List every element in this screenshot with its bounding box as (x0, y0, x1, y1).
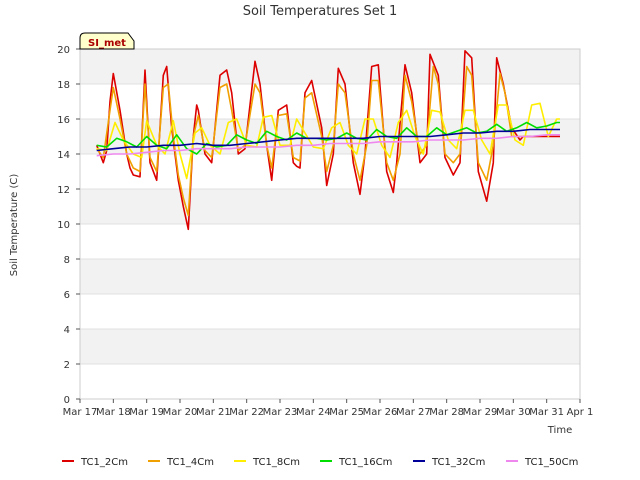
y-tick-label: 14 (57, 150, 70, 161)
legend-label: TC1_8Cm (252, 457, 300, 468)
legend-label: TC1_2Cm (80, 457, 128, 468)
x-tick-label: Mar 24 (296, 407, 331, 418)
x-tick-label: Mar 31 (529, 407, 564, 418)
y-tick-label: 18 (57, 80, 70, 91)
y-tick-label: 12 (57, 185, 70, 196)
y-tick-label: 0 (64, 395, 70, 406)
x-tick-label: Mar 18 (96, 407, 131, 418)
series-line-tc1-32cm (96, 128, 560, 152)
grid-band (80, 119, 580, 154)
x-tick-label: Mar 23 (263, 407, 298, 418)
legend-label: TC1_16Cm (338, 457, 392, 468)
y-tick-label: 2 (64, 360, 70, 371)
x-tick-label: Mar 17 (63, 407, 98, 418)
series-line-tc1-50cm (96, 134, 560, 157)
x-tick-label: Mar 22 (229, 407, 264, 418)
x-tick-label: Mar 20 (163, 407, 198, 418)
x-tick-label: Mar 27 (396, 407, 431, 418)
series-line-tc1-16cm (96, 121, 560, 155)
series-line-tc1-8cm (96, 102, 560, 180)
site-badge-label: SI_met (88, 38, 126, 49)
y-tick-label: 6 (64, 290, 70, 301)
grid-band (80, 49, 580, 84)
grid-band (80, 259, 580, 294)
x-tick-label: Mar 19 (129, 407, 164, 418)
series-layer (95, 49, 560, 231)
x-tick-label: Mar 28 (429, 407, 464, 418)
x-tick-label: Mar 30 (496, 407, 531, 418)
y-tick-label: 4 (64, 325, 70, 336)
x-tick-label: Mar 21 (196, 407, 231, 418)
grid-band (80, 189, 580, 224)
x-tick-label: Mar 25 (329, 407, 364, 418)
site-badge-shape (79, 32, 135, 50)
chart-title: Soil Temperatures Set 1 (243, 4, 398, 19)
y-tick-label: 20 (57, 45, 70, 56)
legend-label: TC1_4Cm (166, 457, 214, 468)
legend-label: TC1_50Cm (524, 457, 578, 468)
y-axis-label: Soil Temperature (C) (9, 174, 20, 277)
y-tick-label: 10 (57, 220, 70, 231)
x-tick-label: Mar 26 (363, 407, 398, 418)
y-axis-ticks: 0 2 4 6 8 10 12 14 16 18 20 (57, 45, 80, 406)
site-badge: SI_met (79, 32, 135, 50)
x-tick-label: Apr 1 (567, 407, 594, 418)
grid-band (80, 329, 580, 364)
y-tick-label: 16 (57, 115, 70, 126)
x-tick-label: Mar 29 (463, 407, 498, 418)
x-axis-label: Time (547, 425, 572, 436)
legend: TC1_2Cm TC1_4Cm TC1_8Cm TC1_16Cm TC1_32Cm TC1… (62, 457, 578, 468)
legend-label: TC1_32Cm (431, 457, 485, 468)
y-tick-label: 8 (64, 255, 70, 266)
